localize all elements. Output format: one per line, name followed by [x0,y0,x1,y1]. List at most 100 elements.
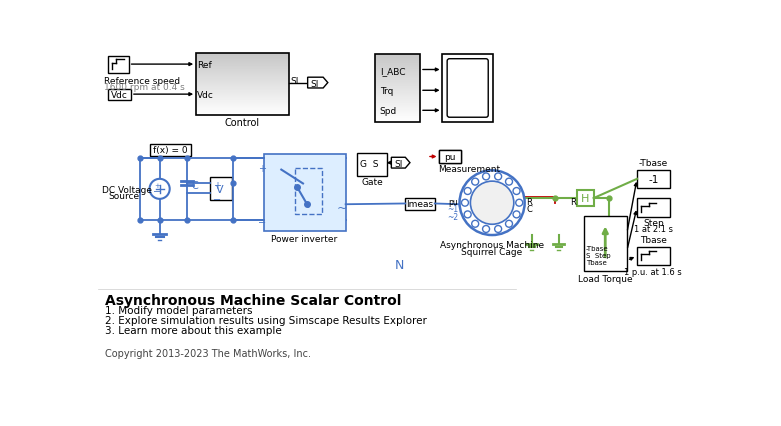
Bar [375,116,420,117]
Text: 2. Explore simulation results using Simscape Results Explorer: 2. Explore simulation results using Sims… [105,315,427,325]
Bar [196,81,289,82]
Bar [375,69,420,70]
Circle shape [149,179,169,199]
Bar [375,99,420,100]
Bar [375,111,420,112]
Text: SI: SI [291,77,299,86]
Bar [375,107,420,108]
Bar [375,105,420,106]
Bar [196,102,289,103]
Bar [440,151,461,163]
Text: Squirrel Cage: Squirrel Cage [462,247,522,256]
Text: Load Torque: Load Torque [578,274,633,283]
Bar [584,216,627,272]
Text: 1. Modify model parameters: 1. Modify model parameters [105,305,253,315]
Bar [449,61,487,116]
Circle shape [494,173,501,181]
Bar [150,145,191,156]
Bar [196,108,289,109]
Circle shape [472,179,479,186]
Bar [375,118,420,119]
Bar [375,87,420,88]
Text: −: − [153,187,162,197]
Bar [357,153,387,176]
Bar [375,67,420,68]
Text: Gate: Gate [361,178,383,187]
Text: f(x) = 0: f(x) = 0 [153,146,187,155]
Bar [375,55,420,56]
Text: C: C [191,180,198,190]
Bar [196,112,289,113]
Bar [196,74,289,75]
Bar [196,56,289,57]
Bar [196,80,289,81]
Bar [375,92,420,93]
Bar [196,90,289,91]
Bar [196,109,289,110]
Bar [375,64,420,65]
Bar [375,120,420,121]
Text: R: R [526,197,532,206]
Bar [196,64,289,65]
Bar [375,71,420,72]
Bar [196,72,289,73]
Bar [196,57,289,58]
Bar [375,58,420,59]
Bar [375,95,420,96]
Text: Tbase: Tbase [640,236,667,245]
Bar [375,102,420,103]
Bar [196,88,289,89]
Bar [375,110,420,111]
Bar [375,73,420,74]
Bar [375,104,420,105]
Text: Spd: Spd [380,106,397,115]
Bar [196,113,289,114]
Bar [196,95,289,96]
Text: -Tbase: -Tbase [586,245,608,251]
Bar [375,101,420,102]
Bar [196,58,289,59]
Bar [375,97,420,98]
Bar [375,65,420,66]
Bar [375,72,420,73]
Polygon shape [391,158,410,169]
Text: 1 p.u. at 1.6 s: 1 p.u. at 1.6 s [625,267,682,276]
Bar [375,82,420,83]
Bar [375,100,420,101]
Bar [196,101,289,102]
Bar [196,66,289,67]
Text: Reference speed: Reference speed [104,77,180,86]
Bar [196,60,289,61]
Text: S  Step: S Step [586,252,611,259]
Text: Tbase: Tbase [586,259,607,265]
Bar [210,178,232,201]
Bar [196,54,289,55]
Text: I_ABC: I_ABC [380,66,405,75]
Text: R: R [570,197,576,206]
Bar [375,122,420,123]
Bar [375,85,420,86]
Bar [375,84,420,85]
Text: V: V [216,184,223,194]
Text: DC Voltage: DC Voltage [102,186,152,195]
Bar [375,88,420,89]
Bar [637,199,669,217]
Text: +: + [258,164,266,174]
Bar [264,155,346,232]
Circle shape [505,221,512,228]
Bar [196,70,289,71]
Circle shape [470,182,514,225]
Text: -1: -1 [648,174,658,184]
Text: Vdc: Vdc [197,91,214,100]
Bar [375,117,420,118]
Bar [196,110,289,111]
Polygon shape [308,78,328,89]
Bar [375,89,420,90]
Circle shape [483,173,490,181]
Bar [196,91,289,92]
Bar [108,89,131,100]
Bar [375,57,420,58]
Bar [196,61,289,62]
Bar [196,54,289,115]
Text: 1 at 2.1 s: 1 at 2.1 s [634,225,672,234]
